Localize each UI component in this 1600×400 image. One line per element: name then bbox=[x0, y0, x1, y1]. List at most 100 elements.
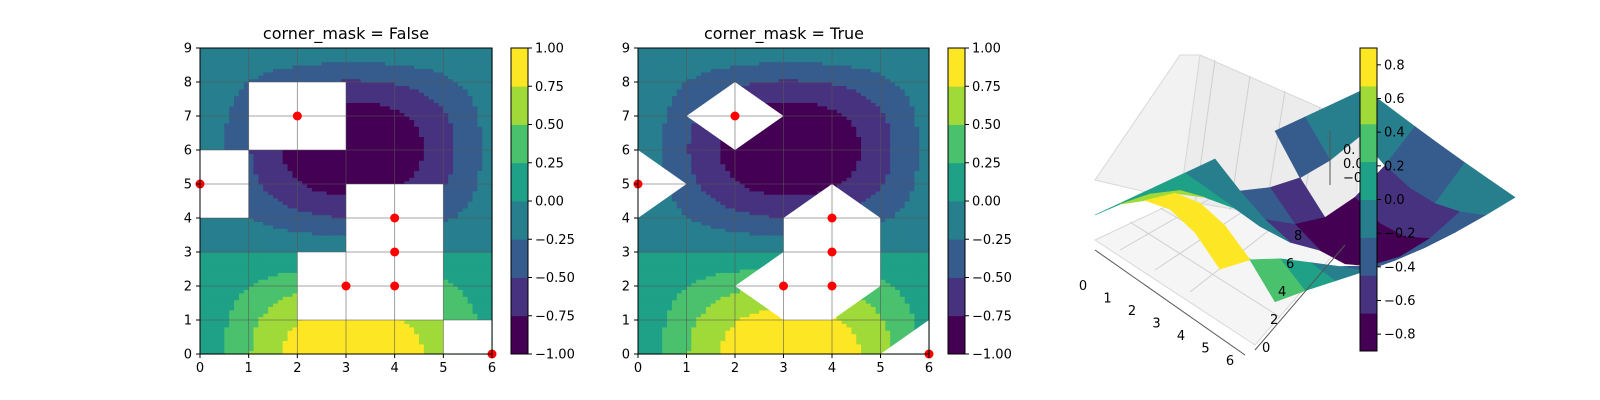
contour-cell bbox=[443, 190, 449, 195]
contour-cell bbox=[224, 102, 230, 107]
contour-cell bbox=[389, 85, 396, 90]
contour-cell bbox=[273, 282, 279, 287]
contour-cell bbox=[443, 306, 449, 311]
contour-cell bbox=[292, 292, 298, 297]
contour-cell bbox=[375, 333, 381, 338]
contour-cell bbox=[443, 279, 449, 284]
contour-cell bbox=[350, 48, 357, 52]
contour-cell bbox=[321, 211, 328, 216]
contour-cell bbox=[273, 153, 279, 158]
contour-cell bbox=[243, 238, 250, 243]
contour-cell bbox=[404, 350, 410, 355]
contour-cell bbox=[287, 309, 294, 314]
contour-cell bbox=[273, 347, 279, 352]
contour-cell bbox=[229, 224, 235, 229]
contour-cell bbox=[243, 109, 250, 114]
contour-cell bbox=[457, 258, 464, 263]
contour-cell bbox=[234, 303, 240, 307]
contour-cell bbox=[399, 139, 405, 144]
contour-cell bbox=[380, 109, 386, 114]
contour-cell bbox=[307, 204, 313, 209]
contour-cell bbox=[316, 326, 323, 331]
contour-cell bbox=[394, 92, 401, 97]
contour-cell bbox=[394, 75, 401, 80]
contour-cell bbox=[204, 143, 211, 148]
contour-cell bbox=[224, 95, 230, 100]
contour-cell bbox=[462, 95, 469, 100]
contour-cell bbox=[467, 279, 474, 284]
contour-cell bbox=[282, 211, 289, 216]
contour-cell bbox=[389, 68, 396, 73]
contour-cell bbox=[258, 286, 264, 290]
contour-cell bbox=[307, 180, 313, 185]
contour-cell bbox=[443, 262, 449, 267]
contour-cell bbox=[224, 88, 230, 93]
contour-cell bbox=[238, 299, 245, 304]
contour-cell bbox=[419, 340, 425, 345]
contour-cell bbox=[370, 156, 376, 161]
contour-cell bbox=[238, 252, 245, 256]
contour-cell bbox=[350, 180, 357, 185]
contour-cell bbox=[384, 160, 391, 165]
contour-cell bbox=[394, 112, 401, 117]
contour-cell bbox=[389, 150, 396, 154]
contour-cell bbox=[200, 58, 206, 63]
contour-cell bbox=[346, 92, 352, 97]
contour-cell bbox=[399, 112, 405, 117]
contour-cell bbox=[277, 231, 284, 236]
contour-cell bbox=[238, 139, 245, 144]
contour-cell bbox=[443, 248, 449, 253]
contour-cell bbox=[404, 337, 410, 341]
contour-cell bbox=[243, 129, 250, 134]
contour-cell bbox=[287, 197, 294, 202]
contour-cell bbox=[457, 133, 464, 137]
contour-cell bbox=[355, 343, 362, 348]
contour-cell bbox=[350, 119, 357, 124]
contour-cell bbox=[414, 88, 420, 93]
contour-cell bbox=[297, 48, 303, 52]
contour-cell bbox=[248, 173, 255, 178]
contour-cell bbox=[248, 228, 255, 233]
contour-cell bbox=[443, 265, 449, 270]
contour-cell bbox=[307, 187, 313, 192]
contour-cell bbox=[268, 75, 274, 80]
contour-cell bbox=[263, 275, 269, 280]
contour-cell bbox=[238, 235, 245, 239]
contour-cell bbox=[404, 139, 410, 144]
contour-cell bbox=[287, 303, 294, 307]
contour-cell bbox=[229, 296, 235, 301]
contour-cell bbox=[214, 252, 221, 256]
contour-cell bbox=[282, 286, 289, 290]
contour-cell bbox=[263, 323, 269, 328]
contour-cell bbox=[336, 350, 342, 355]
contour-cell bbox=[457, 228, 464, 233]
contour-cell bbox=[311, 245, 318, 250]
contour-cell bbox=[370, 61, 376, 66]
contour-cell bbox=[282, 235, 289, 239]
contour-cell bbox=[404, 343, 410, 348]
contour-cell bbox=[282, 54, 289, 59]
contour-cell bbox=[443, 252, 449, 256]
contour-cell bbox=[365, 112, 371, 117]
contour-cell bbox=[234, 109, 240, 114]
contour-cell bbox=[380, 88, 386, 93]
contour-cell bbox=[457, 306, 464, 311]
contour-cell bbox=[365, 116, 371, 120]
contour-cell bbox=[341, 211, 347, 216]
contour-cell bbox=[311, 71, 318, 76]
contour-cell bbox=[292, 58, 298, 63]
contour-cell bbox=[448, 95, 454, 100]
contour-cell bbox=[365, 126, 371, 131]
contour-cell bbox=[258, 235, 264, 239]
contour-cell bbox=[443, 299, 449, 304]
contour-cell bbox=[214, 122, 221, 127]
contour-cell bbox=[253, 153, 259, 158]
contour-cell bbox=[394, 320, 401, 324]
contour-cell bbox=[433, 343, 440, 348]
contour-cell bbox=[248, 313, 255, 318]
contour-cell bbox=[273, 218, 279, 222]
contour-cell bbox=[428, 326, 435, 331]
contour-cell bbox=[375, 326, 381, 331]
contour-cell bbox=[234, 347, 240, 352]
contour-cell bbox=[457, 167, 464, 171]
